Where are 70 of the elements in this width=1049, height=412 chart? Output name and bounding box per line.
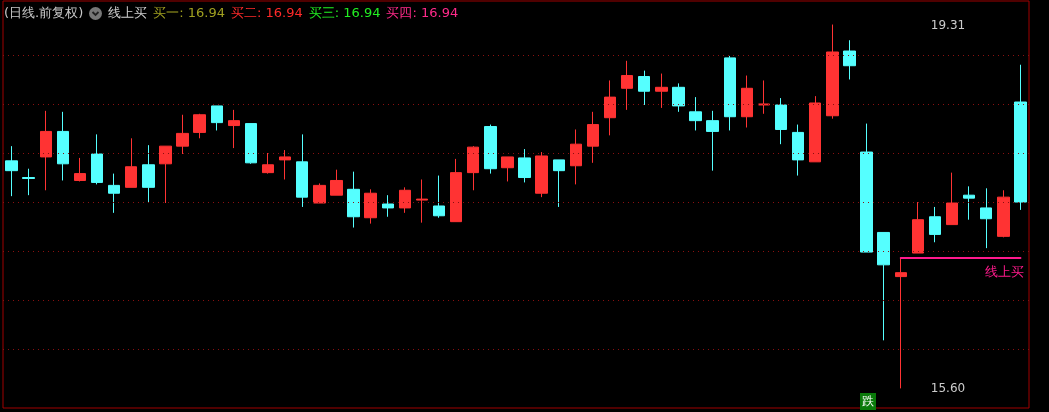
annotation: 线上买 (108, 4, 148, 22)
candlestick (484, 124, 497, 175)
candlestick (672, 82, 685, 113)
candlestick (91, 133, 103, 185)
candlestick (211, 105, 223, 131)
candlestick (895, 257, 907, 389)
candlestick (296, 133, 308, 208)
candlestick (980, 187, 992, 249)
chart-title: (日线.前复权) (4, 4, 84, 22)
candlestick (655, 73, 668, 109)
candlestick (518, 148, 531, 183)
candlestick (159, 145, 172, 204)
candlestick (860, 123, 873, 253)
candlestick (416, 178, 428, 224)
candlestick (450, 158, 462, 223)
candlestick (792, 124, 804, 177)
y-tick-label: 19.31 (930, 17, 966, 32)
candlestick (638, 70, 650, 106)
candlestick (997, 189, 1010, 238)
annotation: 买一: 16.94 (153, 4, 226, 22)
candlestick (689, 96, 702, 131)
candlestick (433, 175, 445, 219)
candlestick (22, 168, 35, 196)
candlestick (57, 111, 69, 181)
candlestick (843, 39, 856, 80)
candlestick (399, 186, 411, 214)
candlestick (176, 114, 189, 155)
candlestick (587, 111, 599, 164)
candlestick (467, 145, 479, 191)
candlestick (347, 171, 360, 229)
candlestick (553, 159, 565, 208)
candlestick (604, 79, 616, 136)
candlestick (1014, 64, 1027, 211)
annotation: 买三: 16.94 (308, 4, 381, 22)
candlestick (706, 110, 719, 172)
candlestick (245, 123, 257, 165)
candlestick (364, 188, 377, 225)
candlestick (826, 24, 839, 120)
candlestick (877, 231, 890, 341)
candlestick (262, 152, 274, 175)
annotation: 买二: 16.94 (231, 4, 303, 22)
candlestick (228, 109, 240, 149)
candlestick (912, 201, 924, 254)
candlestick (382, 194, 394, 218)
annotation: 跌 (859, 393, 876, 410)
annotation: 买四: 16.94 (386, 4, 459, 22)
candlestick (963, 185, 975, 221)
candlestick (40, 110, 52, 191)
candlestick (724, 55, 736, 131)
series-label: 线上买 (985, 263, 1025, 279)
candlestick (741, 75, 753, 129)
candlestick (929, 206, 941, 243)
candlestick (193, 113, 206, 139)
candlestick (535, 151, 548, 198)
candlestick (570, 128, 582, 185)
candlestick (946, 172, 958, 226)
candlestick (809, 95, 821, 163)
candlestick (758, 79, 770, 115)
candlestick (125, 137, 137, 188)
candlestick (313, 182, 326, 204)
candlestick (621, 60, 633, 111)
candlestick (775, 97, 787, 145)
candlestick (501, 156, 514, 182)
candlestick (142, 144, 155, 203)
candlestick (108, 173, 120, 214)
candlestick (330, 169, 343, 196)
candlestick (5, 145, 18, 197)
candlestick (74, 157, 86, 182)
y-tick-label: 15.60 (930, 381, 966, 396)
candlestick (279, 149, 291, 180)
